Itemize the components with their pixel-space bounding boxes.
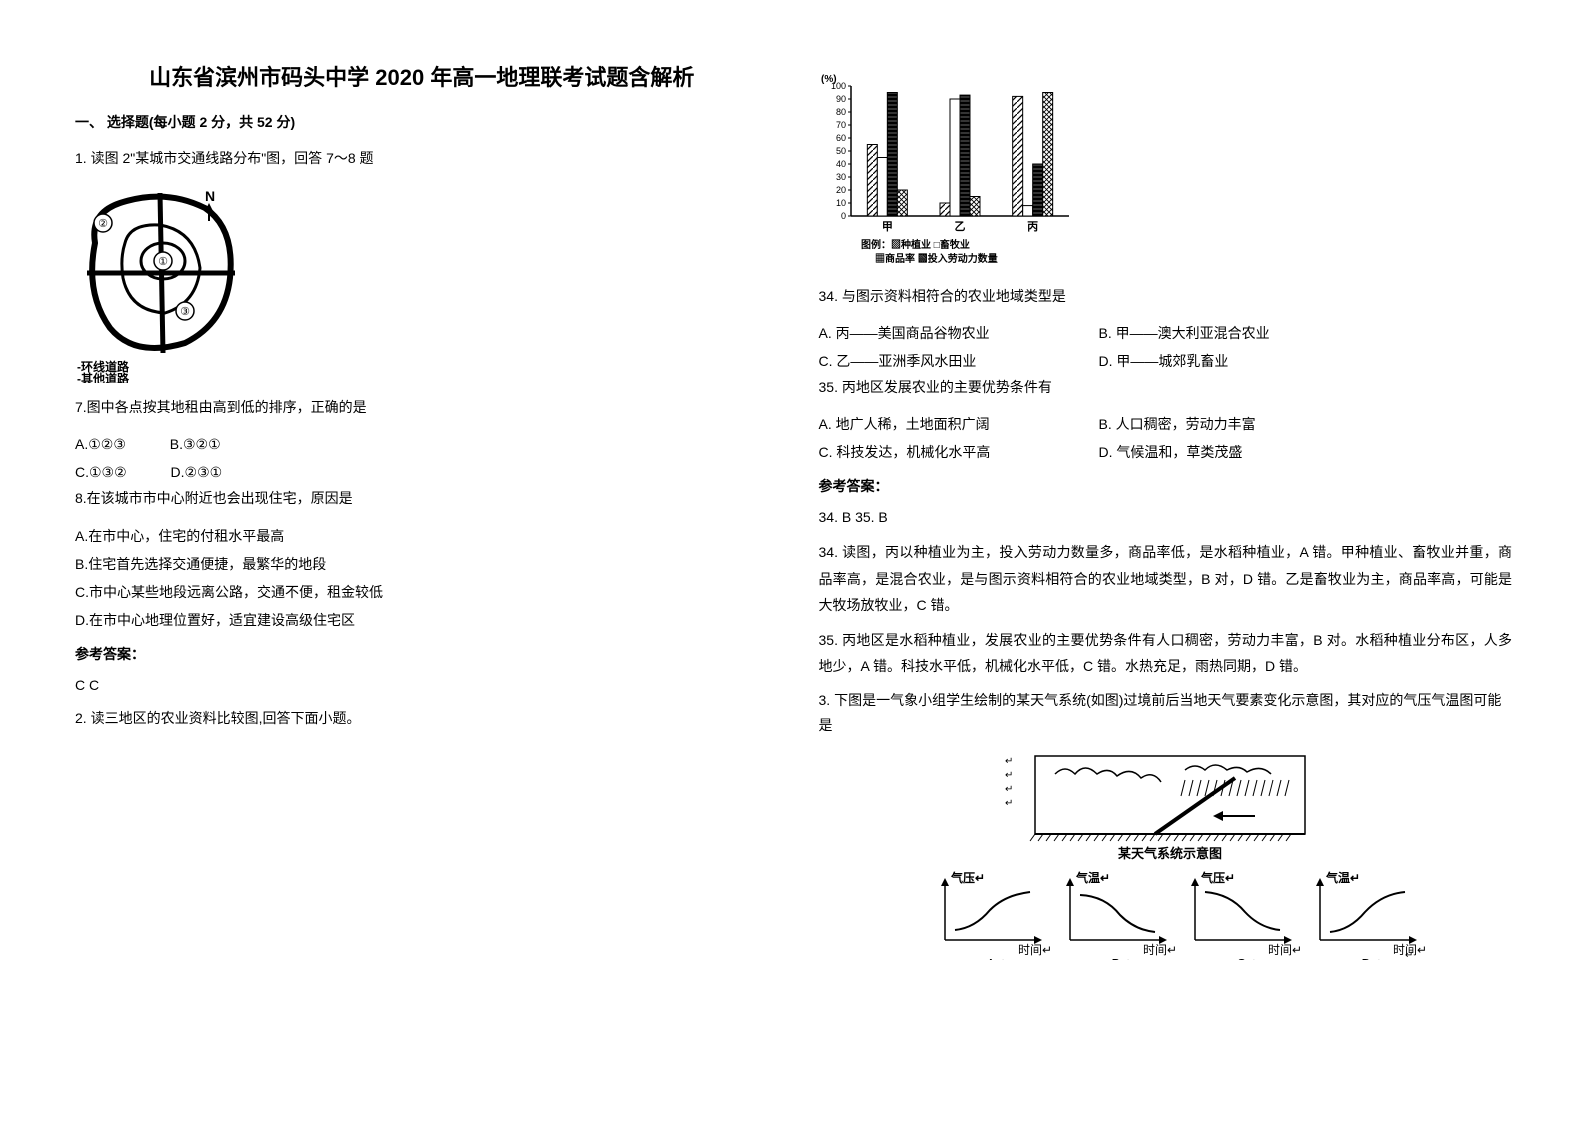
q7-options-row2: C.①③② D.②③① (75, 458, 769, 486)
svg-text:70: 70 (835, 120, 845, 130)
svg-text:甲: 甲 (881, 220, 892, 233)
q34-opt-a: A. 丙——美国商品谷物农业 (819, 319, 1099, 347)
q8-opt-c: C.市中心某些地段远离公路，交通不便，租金较低 (75, 578, 769, 606)
svg-text:时间↵: 时间↵ (1018, 943, 1052, 957)
answer-2: 34. B 35. B (819, 504, 1513, 531)
answer-1: C C (75, 672, 769, 699)
svg-text:↵: ↵ (1005, 784, 1013, 795)
map-figure: ① ② ③ N -环线道路 -其他道路 (75, 183, 769, 383)
svg-text:↵: ↵ (1005, 798, 1013, 809)
q35-opt-c: C. 科技发达，机械化水平高 (819, 438, 1099, 466)
svg-text:D↵: D↵ (1362, 956, 1382, 960)
svg-text:↵: ↵ (1405, 950, 1413, 960)
svg-text:90: 90 (835, 94, 845, 104)
q34-opt-b: B. 甲——澳大利亚混合农业 (1099, 319, 1270, 347)
svg-text:气温↵: 气温↵ (1075, 870, 1110, 885)
q8-text: 8.在该城市市中心附近也会出现住宅，原因是 (75, 486, 769, 511)
answer-label-1: 参考答案： (75, 644, 769, 664)
svg-text:60: 60 (835, 133, 845, 143)
svg-text:0: 0 (840, 211, 845, 221)
svg-text:▦商品率 ▩投入劳动力数量: ▦商品率 ▩投入劳动力数量 (875, 252, 998, 265)
svg-text:-其他道路: -其他道路 (77, 371, 130, 383)
svg-text:某天气系统示意图: 某天气系统示意图 (1117, 846, 1222, 861)
svg-text:20: 20 (835, 185, 845, 195)
svg-text:时间↵: 时间↵ (1268, 943, 1302, 957)
q35-text: 35. 丙地区发展农业的主要优势条件有 (819, 375, 1513, 400)
q7-opt-d: D.②③① (171, 458, 223, 486)
q8-opt-b: B.住宅首先选择交通便捷，最繁华的地段 (75, 550, 769, 578)
svg-text:80: 80 (835, 107, 845, 117)
q35-row1: A. 地广人稀，土地面积广阔 B. 人口稠密，劳动力丰富 (819, 410, 1513, 438)
answer-label-2: 参考答案： (819, 476, 1513, 496)
explanation-35: 35. 丙地区是水稻种植业，发展农业的主要优势条件有人口稠密，劳动力丰富，B 对… (819, 627, 1513, 680)
svg-text:乙: 乙 (954, 220, 965, 233)
svg-text:↵: ↵ (1005, 756, 1013, 767)
weather-svg: 某天气系统示意图↵↵↵↵气压↵时间↵A↵气温↵时间↵B↵气压↵时间↵C↵气温↵时… (905, 750, 1425, 960)
svg-text:图例：▨种植业 □畜牧业: 图例：▨种植业 □畜牧业 (861, 238, 970, 251)
svg-text:气压↵: 气压↵ (1200, 870, 1235, 885)
section-header: 一、 选择题(每小题 2 分，共 52 分) (75, 112, 769, 132)
svg-text:50: 50 (835, 146, 845, 156)
svg-text:40: 40 (835, 159, 845, 169)
q7-opt-b: B.③②① (170, 430, 221, 458)
page-title: 山东省滨州市码头中学 2020 年高一地理联考试题含解析 (75, 60, 769, 92)
svg-text:B↵: B↵ (1112, 956, 1132, 960)
svg-text:N: N (205, 188, 215, 204)
explanation-34: 34. 读图，丙以种植业为主，投入劳动力数量多，商品率低，是水稻种植业，A 错。… (819, 539, 1513, 619)
q34-text: 34. 与图示资料相符合的农业地域类型是 (819, 284, 1513, 309)
q35-opt-d: D. 气候温和，草类茂盛 (1099, 438, 1243, 466)
bar-chart-figure: (%)0102030405060708090100甲乙丙图例：▨种植业 □畜牧业… (819, 72, 1513, 272)
q7-text: 7.图中各点按其地租由高到低的排序，正确的是 (75, 395, 769, 420)
q35-opt-a: A. 地广人稀，土地面积广阔 (819, 410, 1099, 438)
q34-opt-d: D. 甲——城郊乳畜业 (1099, 347, 1229, 375)
q34-row1: A. 丙——美国商品谷物农业 B. 甲——澳大利亚混合农业 (819, 319, 1513, 347)
q34-row2: C. 乙——亚洲季风水田业 D. 甲——城郊乳畜业 (819, 347, 1513, 375)
q2-intro: 2. 读三地区的农业资料比较图,回答下面小题。 (75, 706, 769, 731)
q3-intro: 3. 下图是一气象小组学生绘制的某天气系统(如图)过境前后当地天气要素变化示意图… (819, 688, 1513, 738)
svg-text:A↵: A↵ (987, 956, 1007, 960)
bar-chart-svg: (%)0102030405060708090100甲乙丙图例：▨种植业 □畜牧业… (819, 72, 1079, 272)
svg-text:气温↵: 气温↵ (1325, 870, 1360, 885)
weather-figure: 某天气系统示意图↵↵↵↵气压↵时间↵A↵气温↵时间↵B↵气压↵时间↵C↵气温↵时… (819, 750, 1513, 960)
svg-text:③: ③ (180, 306, 190, 318)
svg-text:时间↵: 时间↵ (1143, 943, 1177, 957)
q7-options-row1: A.①②③ B.③②① (75, 430, 769, 458)
svg-text:丙: 丙 (1027, 220, 1038, 233)
q7-opt-c: C.①③② (75, 458, 127, 486)
svg-text:100: 100 (830, 81, 845, 91)
svg-text:10: 10 (835, 198, 845, 208)
q8-opt-d: D.在市中心地理位置好，适宜建设高级住宅区 (75, 606, 769, 634)
city-map-svg: ① ② ③ N -环线道路 -其他道路 (75, 183, 245, 383)
q8-opt-a: A.在市中心，住宅的付租水平最高 (75, 522, 769, 550)
q1-intro: 1. 读图 2"某城市交通线路分布"图，回答 7～8 题 (75, 146, 769, 171)
q7-opt-a: A.①②③ (75, 430, 126, 458)
q35-row2: C. 科技发达，机械化水平高 D. 气候温和，草类茂盛 (819, 438, 1513, 466)
svg-text:30: 30 (835, 172, 845, 182)
svg-text:②: ② (98, 218, 108, 230)
right-column: (%)0102030405060708090100甲乙丙图例：▨种植业 □畜牧业… (794, 60, 1538, 1082)
left-column: 山东省滨州市码头中学 2020 年高一地理联考试题含解析 一、 选择题(每小题 … (50, 60, 794, 1082)
q34-opt-c: C. 乙——亚洲季风水田业 (819, 347, 1099, 375)
q35-opt-b: B. 人口稠密，劳动力丰富 (1099, 410, 1256, 438)
svg-text:气压↵: 气压↵ (950, 870, 985, 885)
svg-text:C↵: C↵ (1237, 956, 1257, 960)
svg-text:①: ① (158, 256, 168, 268)
svg-text:↵: ↵ (1005, 770, 1013, 781)
